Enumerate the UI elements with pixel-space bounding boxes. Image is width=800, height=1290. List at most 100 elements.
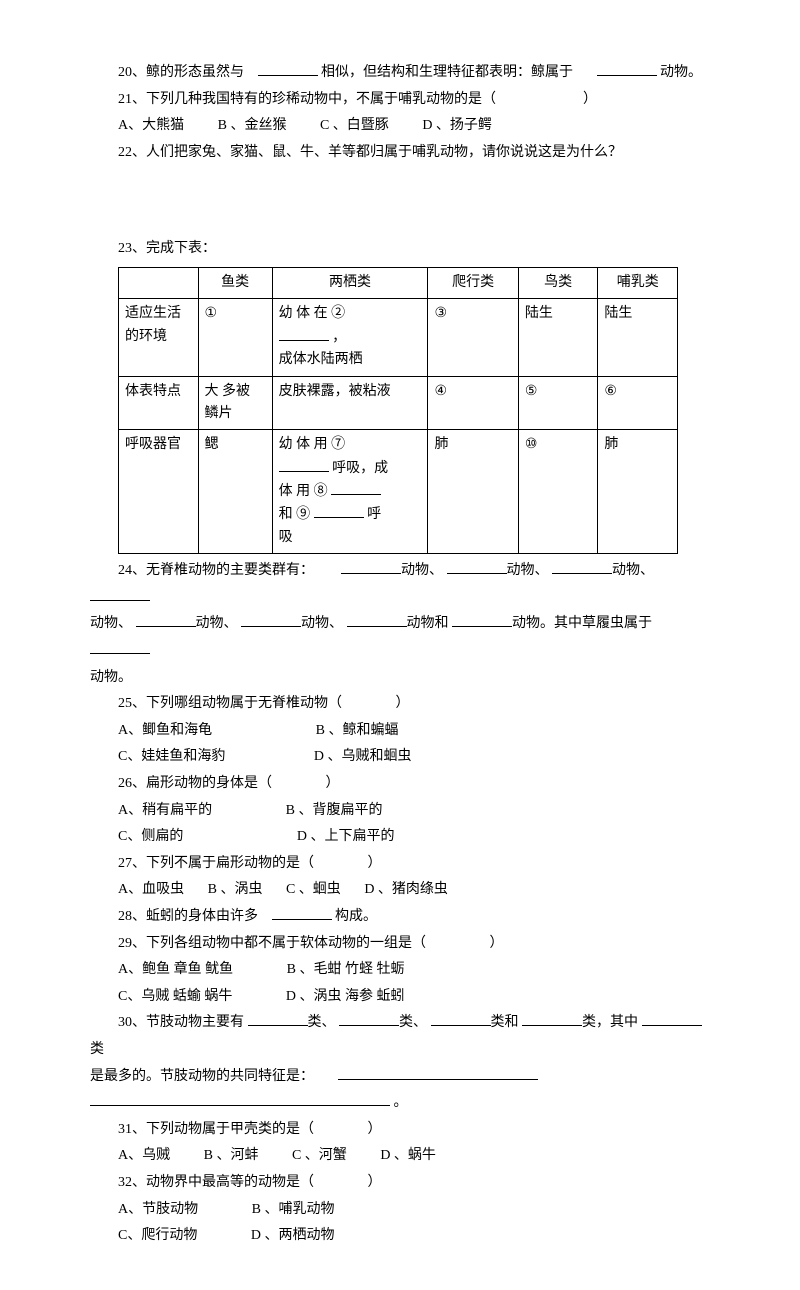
text: 幼 体 在 ② bbox=[279, 306, 346, 321]
blank[interactable] bbox=[272, 905, 332, 920]
q31-C[interactable]: C 、河蟹 bbox=[292, 1148, 347, 1163]
blank[interactable] bbox=[314, 503, 364, 518]
blank[interactable] bbox=[90, 586, 150, 601]
cell[interactable]: ① bbox=[198, 299, 272, 376]
q25-B[interactable]: B 、鲸和蝙蝠 bbox=[316, 723, 399, 738]
paren-close: ） bbox=[326, 776, 340, 791]
blank[interactable] bbox=[431, 1011, 491, 1026]
text: 动物、 bbox=[90, 616, 132, 631]
q21-stem: 21、下列几种我国特有的珍稀动物中，不属于哺乳动物的是（ bbox=[118, 92, 496, 107]
text: 动物和 bbox=[407, 616, 449, 631]
table-row-surface: 体表特点 大 多被 鳞片 皮肤裸露，被粘液 ④ ⑤ ⑥ bbox=[119, 376, 678, 430]
q25-D[interactable]: D 、乌贼和蛔虫 bbox=[314, 749, 412, 764]
q26-A[interactable]: A、稍有扁平的 bbox=[118, 803, 212, 818]
cell: 肺 bbox=[428, 430, 518, 554]
q29-C[interactable]: C、乌贼 蛞蝓 蜗牛 bbox=[118, 989, 232, 1004]
blank[interactable] bbox=[597, 61, 657, 76]
q32-A[interactable]: A、节肢动物 bbox=[118, 1202, 198, 1217]
paren-close: ） bbox=[368, 1122, 382, 1137]
question-24: 24、无脊椎动物的主要类群有： 动物、 动物、 动物、 bbox=[90, 558, 710, 611]
blank[interactable] bbox=[642, 1011, 702, 1026]
blank[interactable] bbox=[338, 1065, 538, 1080]
q32-C[interactable]: C、爬行动物 bbox=[118, 1228, 197, 1243]
q26-row2: C、侧扁的 D 、上下扁平的 bbox=[90, 824, 710, 851]
q27-B[interactable]: B 、涡虫 bbox=[208, 882, 263, 897]
q31-options: A、乌贼 B 、河蚌 C 、河蟹 D 、蜗牛 bbox=[90, 1143, 710, 1170]
q26-B[interactable]: B 、背腹扁平的 bbox=[286, 803, 383, 818]
paren-close: ） bbox=[368, 1175, 382, 1190]
q25-A[interactable]: A、鲫鱼和海龟 bbox=[118, 723, 212, 738]
q21-A[interactable]: A、大熊猫 bbox=[118, 118, 184, 133]
question-29: 29、下列各组动物中都不属于软体动物的一组是（ ） bbox=[90, 931, 710, 958]
q25-C[interactable]: C、娃娃鱼和海豹 bbox=[118, 749, 225, 764]
question-23: 23、完成下表： bbox=[90, 236, 710, 263]
cell[interactable]: ⑤ bbox=[518, 376, 598, 430]
cell[interactable]: ③ bbox=[428, 299, 518, 376]
q31-stem: 31、下列动物属于甲壳类的是（ bbox=[118, 1122, 314, 1137]
cell: 肺 bbox=[598, 430, 678, 554]
cell[interactable]: ⑩ bbox=[518, 430, 598, 554]
paren-close: ） bbox=[583, 92, 597, 107]
paren-close: ） bbox=[490, 936, 504, 951]
q21-C[interactable]: C 、白暨豚 bbox=[320, 118, 389, 133]
text: 动物、 bbox=[301, 616, 343, 631]
q31-D[interactable]: D 、蜗牛 bbox=[380, 1148, 436, 1163]
q20-mid: 相似，但结构和生理特征都表明：鲸属于 bbox=[321, 65, 573, 80]
q27-D[interactable]: D 、猪肉绦虫 bbox=[364, 882, 448, 897]
q31-A[interactable]: A、乌贼 bbox=[118, 1148, 170, 1163]
cell[interactable]: ④ bbox=[428, 376, 518, 430]
blank[interactable] bbox=[452, 612, 512, 627]
blank[interactable] bbox=[258, 61, 318, 76]
q21-B[interactable]: B 、金丝猴 bbox=[218, 118, 287, 133]
q29-D[interactable]: D 、涡虫 海参 蚯蚓 bbox=[286, 989, 405, 1004]
blank[interactable] bbox=[136, 612, 196, 627]
blank[interactable] bbox=[279, 457, 329, 472]
q32-B[interactable]: B 、哺乳动物 bbox=[252, 1202, 335, 1217]
text: 体 用 ⑧ bbox=[279, 484, 328, 499]
blank[interactable] bbox=[347, 612, 407, 627]
q21-options: A、大熊猫 B 、金丝猴 C 、白暨豚 D 、扬子鳄 bbox=[90, 113, 710, 140]
blank[interactable] bbox=[341, 559, 401, 574]
q29-B[interactable]: B 、毛蚶 竹蛏 牡蛎 bbox=[287, 962, 405, 977]
text: 类、 bbox=[308, 1015, 336, 1030]
blank[interactable] bbox=[522, 1011, 582, 1026]
blank[interactable] bbox=[331, 480, 381, 495]
blank[interactable] bbox=[248, 1011, 308, 1026]
blank[interactable] bbox=[339, 1011, 399, 1026]
question-32: 32、动物界中最高等的动物是（ ） bbox=[90, 1170, 710, 1197]
q31-B[interactable]: B 、河蚌 bbox=[204, 1148, 259, 1163]
text: 吸 bbox=[279, 530, 293, 545]
q27-A[interactable]: A、血吸虫 bbox=[118, 882, 184, 897]
q25-row1: A、鲫鱼和海龟 B 、鲸和蝙蝠 bbox=[90, 718, 710, 745]
cell: 幼 体 在 ② ， 成体水陆两栖 bbox=[272, 299, 428, 376]
q27-C[interactable]: C 、蛔虫 bbox=[286, 882, 341, 897]
th-fish: 鱼类 bbox=[198, 267, 272, 298]
blank[interactable] bbox=[552, 559, 612, 574]
q21-D[interactable]: D 、扬子鳄 bbox=[422, 118, 492, 133]
row-label: 适应生活的环境 bbox=[119, 299, 199, 376]
q29-A[interactable]: A、鲍鱼 章鱼 鱿鱼 bbox=[118, 962, 233, 977]
blank[interactable] bbox=[447, 559, 507, 574]
blank[interactable] bbox=[241, 612, 301, 627]
q26-D[interactable]: D 、上下扁平的 bbox=[297, 829, 395, 844]
text: 动物、 bbox=[507, 563, 549, 578]
blank[interactable] bbox=[90, 639, 150, 654]
answer-space bbox=[90, 166, 710, 236]
question-31: 31、下列动物属于甲壳类的是（ ） bbox=[90, 1117, 710, 1144]
q30-end: 。 bbox=[394, 1095, 408, 1110]
cell: 大 多被 鳞片 bbox=[198, 376, 272, 430]
worksheet-page: 20、鲸的形态虽然与 相似，但结构和生理特征都表明：鲸属于 动物。 21、下列几… bbox=[0, 0, 800, 1290]
blank[interactable] bbox=[279, 326, 329, 341]
question-30: 30、节肢动物主要有 类、 类、 类和 类，其中 类 bbox=[90, 1010, 710, 1063]
th-mammal: 哺乳类 bbox=[598, 267, 678, 298]
th-reptile: 爬行类 bbox=[428, 267, 518, 298]
cell[interactable]: ⑥ bbox=[598, 376, 678, 430]
row-label: 体表特点 bbox=[119, 376, 199, 430]
q30-line2: 是最多的。节肢动物的共同特征是： bbox=[90, 1069, 314, 1084]
text: 幼 体 用 ⑦ bbox=[279, 437, 346, 452]
q30-pre: 30、节肢动物主要有 bbox=[118, 1015, 244, 1030]
q26-C[interactable]: C、侧扁的 bbox=[118, 829, 183, 844]
q32-D[interactable]: D 、两栖动物 bbox=[251, 1228, 335, 1243]
blank-line[interactable] bbox=[90, 1091, 390, 1106]
question-30-line2: 是最多的。节肢动物的共同特征是： bbox=[90, 1064, 710, 1091]
